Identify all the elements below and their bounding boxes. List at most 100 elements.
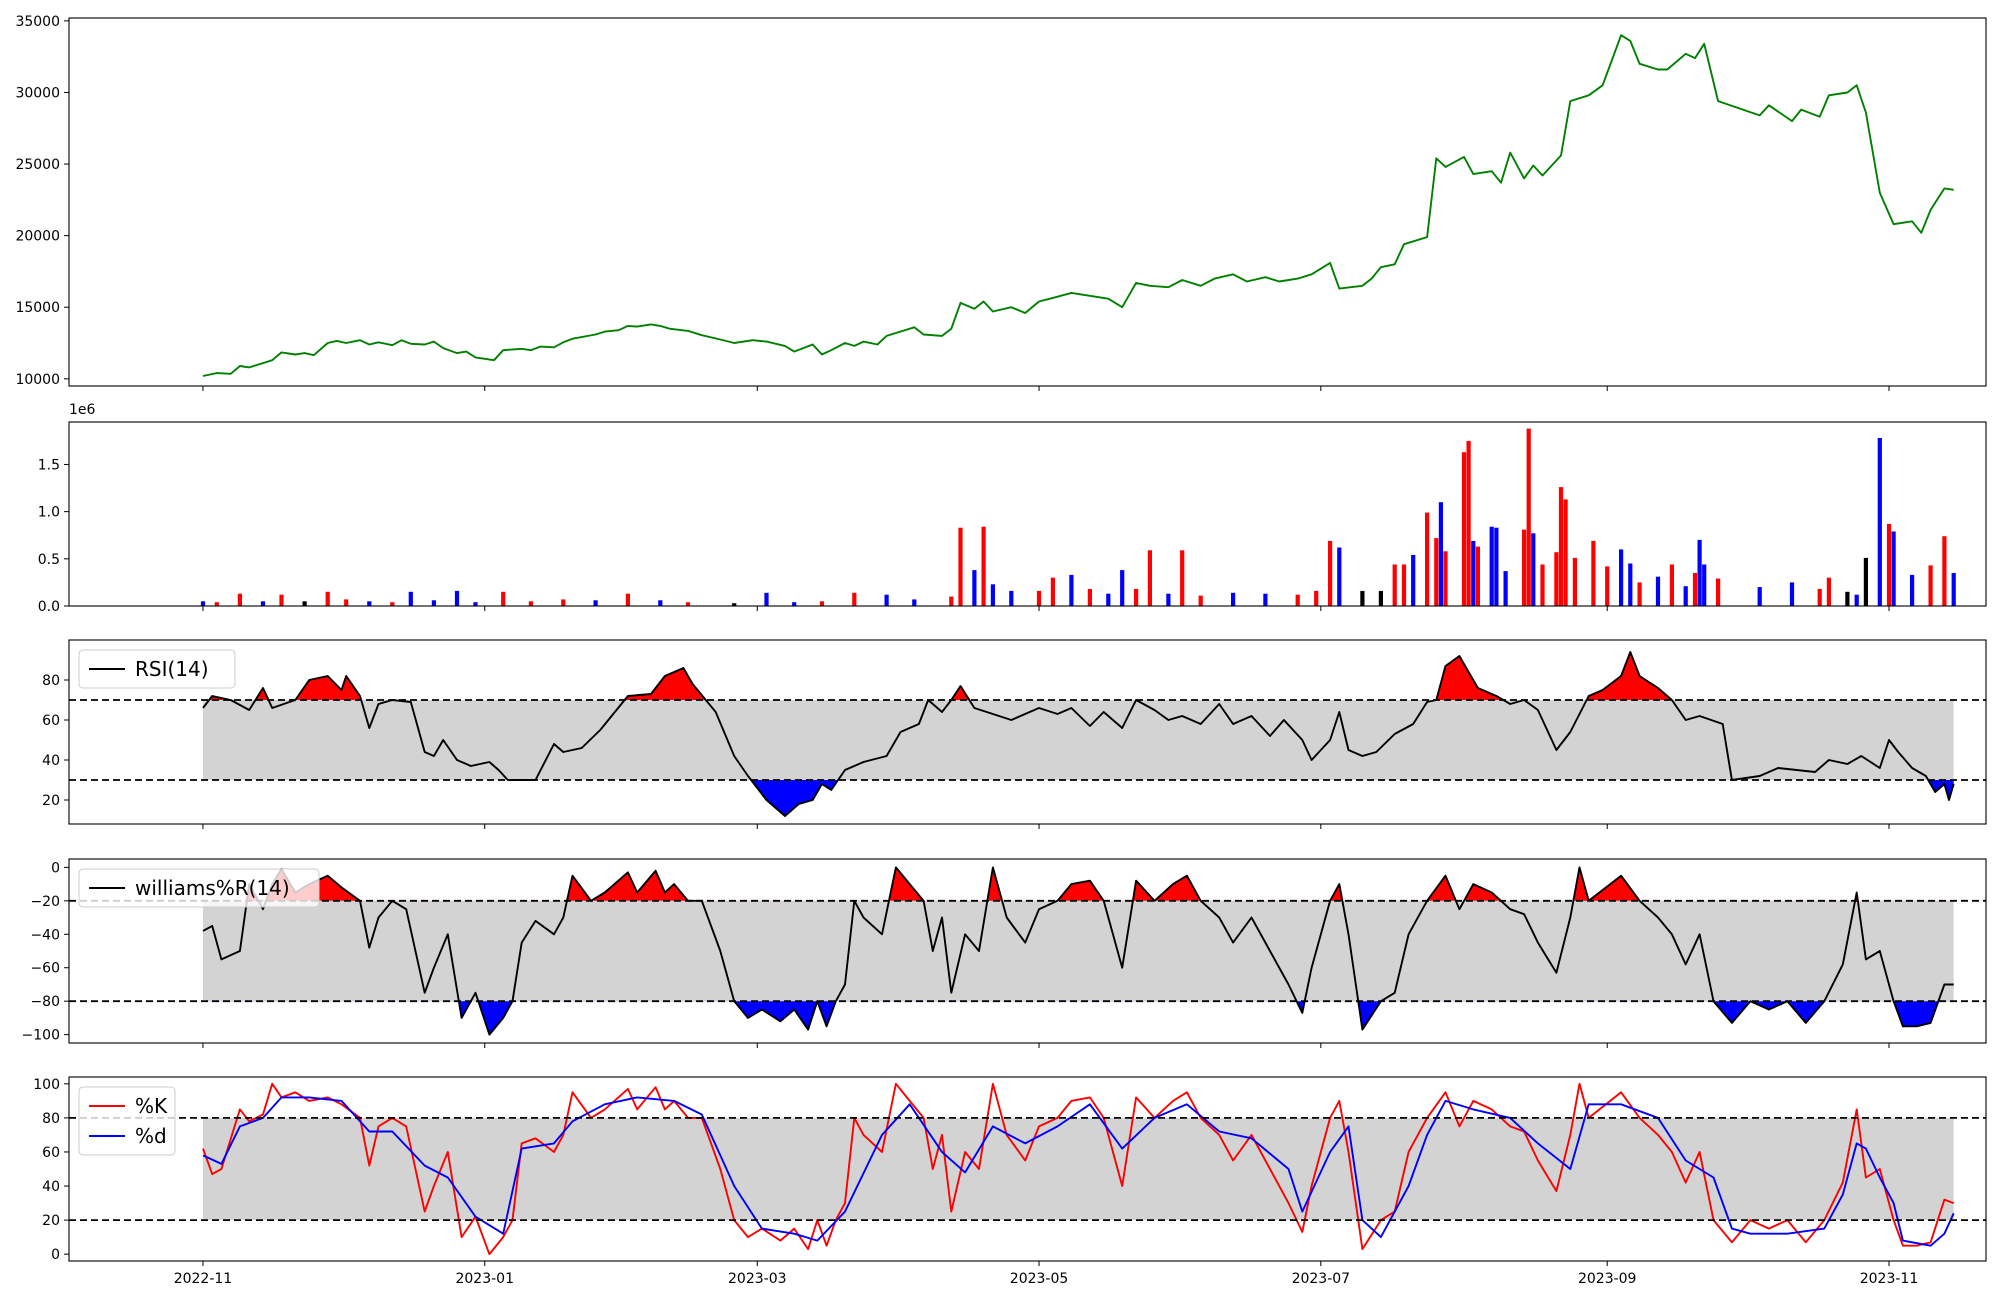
axes-frame [68, 639, 1987, 825]
legend: RSI(14) [78, 649, 236, 689]
volume-bar [1475, 546, 1480, 606]
volume-bar [1087, 589, 1092, 606]
legend: williams%R(14) [78, 868, 320, 908]
volume-bar [1854, 594, 1859, 606]
series-line-1 [202, 866, 1954, 1036]
volume-bar [1295, 594, 1300, 606]
volume-bar [1443, 551, 1448, 606]
volume-bar [1817, 589, 1822, 606]
plot-area [200, 428, 1956, 606]
legend-label: RSI(14) [135, 657, 209, 681]
volume-bar [1942, 536, 1947, 606]
legend-box [78, 868, 320, 908]
y-tick-label: −20 [30, 894, 60, 910]
volume-bar [1438, 502, 1443, 606]
volume-bar [367, 601, 372, 606]
volume-bar [1951, 573, 1956, 606]
volume-bar [237, 593, 242, 606]
series-line-1 [202, 651, 1955, 817]
volume-bar [1489, 526, 1494, 606]
volume-bar [972, 570, 977, 606]
axis-offset-label: 1e6 [69, 402, 96, 418]
volume-bar [302, 601, 307, 606]
series-line-1 [202, 1082, 1955, 1256]
y-tick-label: 20 [42, 793, 60, 809]
volume-bar [1540, 564, 1545, 606]
volume-bar [1863, 557, 1868, 606]
y-tick-label: 1.5 [38, 457, 60, 473]
volume-bar [852, 592, 857, 606]
volume-bar [1669, 564, 1674, 606]
y-tick-label: 80 [42, 673, 60, 689]
volume-bar [390, 602, 395, 606]
volume-bar [1106, 593, 1111, 606]
y-tick-label: 0 [51, 860, 60, 876]
volume-bar [1886, 523, 1892, 606]
y-tick-label: 30000 [15, 85, 60, 101]
overbought-fill [202, 867, 1954, 901]
volume-bar [1716, 578, 1721, 606]
plot-area [69, 1082, 1986, 1256]
panel-2: 0.0 0.5 1.0 1.5 1e6 [38, 402, 1987, 615]
y-tick-label: 35000 [15, 14, 60, 30]
volume-bar [1692, 573, 1698, 606]
volume-bar [1494, 527, 1499, 606]
x-tick-label: 2023-03 [728, 1271, 787, 1287]
volume-bar [1360, 590, 1365, 606]
volume-bar [1697, 539, 1702, 606]
volume-bar [1328, 540, 1333, 606]
y-tick-label: 40 [42, 753, 60, 769]
volume-bar [1789, 582, 1795, 606]
volume-bar [344, 599, 349, 606]
volume-bar [764, 592, 769, 606]
y-tick-label: 100 [33, 1077, 60, 1093]
y-tick-label: 80 [42, 1111, 60, 1127]
volume-bar [1466, 440, 1471, 606]
volume-bar [454, 590, 460, 606]
volume-bar [1628, 563, 1633, 606]
neutral-band [202, 900, 1954, 1002]
volume-bar [819, 601, 824, 606]
y-tick-label: −60 [30, 961, 60, 977]
volume-bar [1619, 549, 1624, 606]
volume-bar [1314, 590, 1319, 606]
volume-bar [1425, 512, 1430, 606]
volume-bar [431, 600, 436, 606]
volume-bar [1263, 593, 1268, 606]
y-tick-label: 0 [51, 1247, 60, 1263]
legend-label: %d [135, 1124, 167, 1148]
volume-bar [408, 591, 413, 606]
volume-bar [1928, 565, 1933, 606]
volume-bar [981, 526, 986, 606]
y-tick-label: −100 [22, 1028, 60, 1044]
y-tick-label: 40 [42, 1179, 60, 1195]
volume-bar [1637, 582, 1642, 606]
legend-label: williams%R(14) [135, 876, 290, 900]
volume-bar [1120, 570, 1125, 606]
volume-bar [528, 601, 533, 606]
series-line-1 [202, 34, 1954, 377]
volume-bar [1877, 438, 1882, 606]
volume-bar [1757, 587, 1762, 606]
volume-bar [658, 600, 663, 606]
axes-frame [68, 1076, 1987, 1262]
volume-bar [1891, 531, 1896, 606]
x-tick-label: 2022-11 [174, 1271, 233, 1287]
y-tick-label: −80 [30, 994, 60, 1010]
volume-bar [1401, 564, 1407, 606]
series-line-2 [202, 1096, 1955, 1247]
volume-bar [1471, 540, 1476, 606]
y-tick-label: 1.0 [38, 505, 60, 521]
neutral-band [202, 700, 1954, 780]
x-tick-label: 2023-05 [1010, 1271, 1069, 1287]
volume-bar [1526, 428, 1531, 606]
volume-bar [884, 594, 889, 606]
axes-frame [68, 421, 1987, 607]
volume-bar [593, 600, 598, 606]
volume-bar [949, 596, 954, 606]
volume-bar [1036, 590, 1042, 606]
volume-bar [1231, 592, 1236, 606]
volume-bar [1554, 552, 1559, 606]
volume-bar [1503, 571, 1508, 606]
panel-3: 20 40 60 80 RSI(14) [42, 639, 1987, 829]
